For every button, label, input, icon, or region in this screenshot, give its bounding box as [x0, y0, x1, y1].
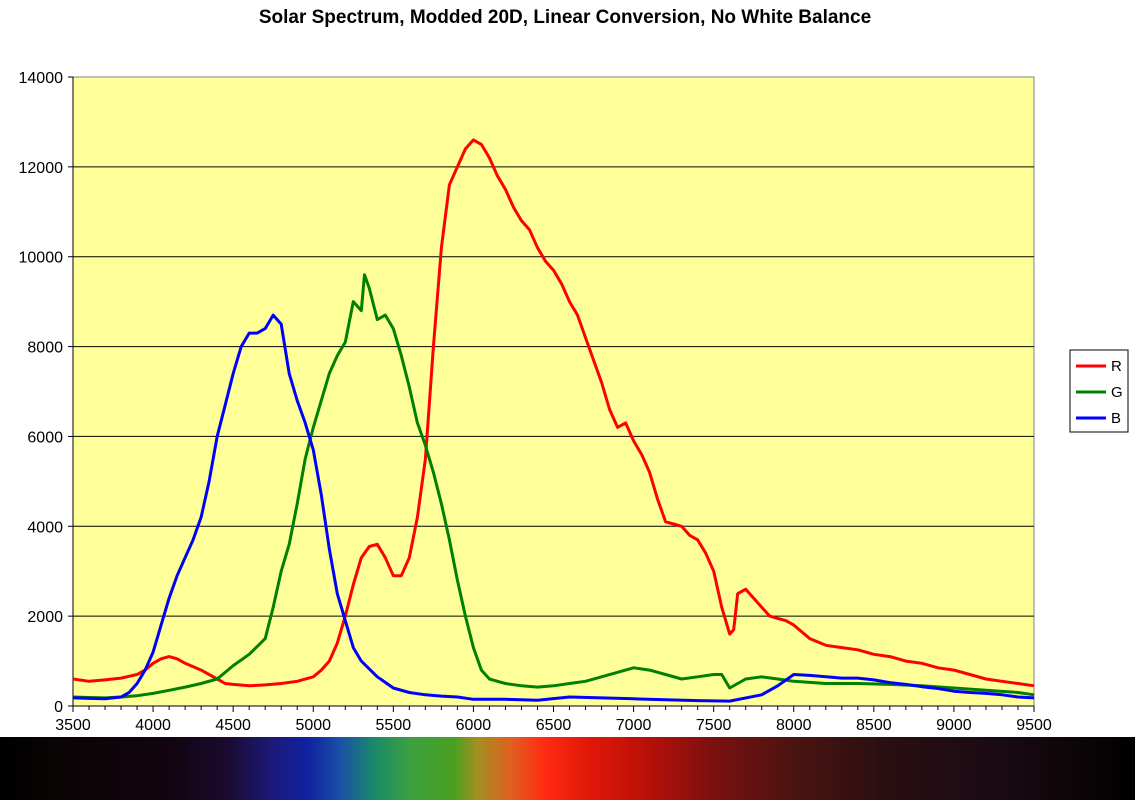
y-tick-label: 0	[54, 699, 63, 716]
x-tick-label: 8500	[856, 717, 892, 734]
series-line-g	[72, 273, 1035, 700]
y-axis: 0 2000 4000 6000 8000 10000 12000 14000	[19, 70, 74, 716]
y-tick-label: 4000	[27, 519, 63, 536]
x-tick-label: 6000	[456, 717, 492, 734]
series-line-r	[72, 138, 1035, 688]
y-tick-label: 2000	[27, 609, 63, 626]
x-tick-label: 5500	[376, 717, 412, 734]
legend-label-r: R	[1111, 358, 1122, 375]
x-tick-label: 6500	[536, 717, 572, 734]
x-tick-label: 7000	[616, 717, 652, 734]
series-line-b	[72, 313, 1035, 703]
legend-item-r: R	[1076, 358, 1122, 375]
series-lines	[72, 138, 1035, 703]
legend-item-g: G	[1076, 384, 1123, 401]
legend-item-b: B	[1076, 410, 1121, 427]
x-tick-label: 7500	[696, 717, 732, 734]
y-tick-label: 10000	[19, 250, 64, 267]
y-tick-label: 8000	[27, 340, 63, 357]
gridlines	[73, 166, 1034, 617]
x-axis: 3500 4000 4500 5000 5500 6000 6500 7000 7500 8000…	[55, 705, 1052, 734]
x-tick-label: 9000	[936, 717, 972, 734]
legend: R G B	[1069, 349, 1129, 433]
plot-area	[72, 76, 1035, 707]
x-tick-label: 9500	[1016, 717, 1052, 734]
x-tick-label: 8000	[776, 717, 812, 734]
legend-label-g: G	[1111, 384, 1123, 401]
x-tick-label: 4000	[135, 717, 171, 734]
y-tick-label: 14000	[19, 70, 64, 87]
x-tick-label: 3500	[55, 717, 91, 734]
y-tick-label: 12000	[19, 160, 64, 177]
legend-label-b: B	[1111, 410, 1121, 427]
y-tick-label: 6000	[27, 429, 63, 446]
x-tick-label: 4500	[215, 717, 251, 734]
x-tick-label: 5000	[295, 717, 331, 734]
chart-title: Solar Spectrum, Modded 20D, Linear Conve…	[259, 7, 871, 28]
spectrum-strip	[0, 737, 1135, 800]
